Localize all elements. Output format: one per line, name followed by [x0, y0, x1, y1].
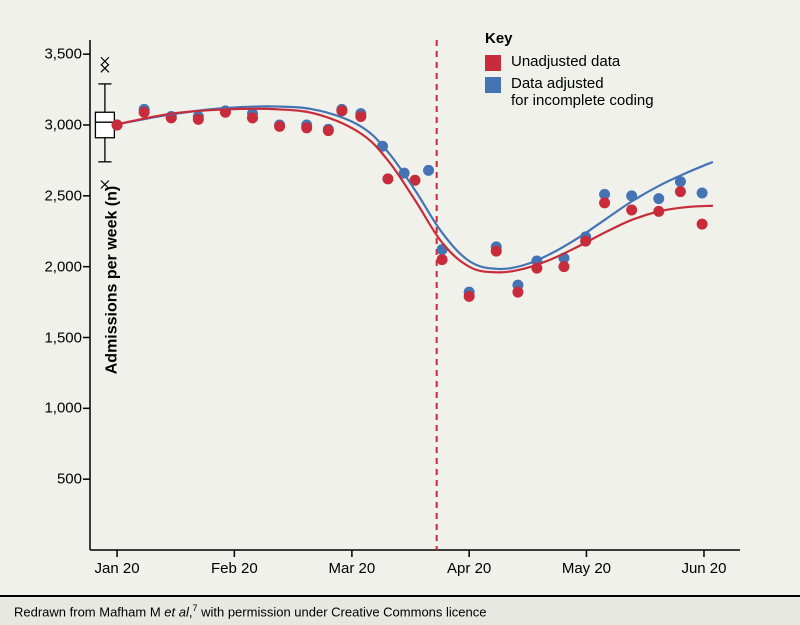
xtick-label: May 20	[562, 560, 611, 577]
legend-item: Data adjustedfor incomplete coding	[485, 75, 654, 109]
ytick-label: 1,500	[44, 329, 82, 346]
legend-swatch-unadjusted	[485, 55, 501, 71]
ytick-label: 1,000	[44, 400, 82, 417]
xtick-label: Mar 20	[329, 560, 376, 577]
legend-swatch-adjusted	[485, 77, 501, 93]
xtick-label: Jun 20	[681, 560, 726, 577]
legend-title: Key	[485, 30, 654, 47]
legend-label: Data adjustedfor incomplete coding	[511, 75, 654, 109]
ytick-label: 3,000	[44, 117, 82, 134]
ytick-label: 3,500	[44, 46, 82, 63]
xtick-label: Apr 20	[447, 560, 491, 577]
chart-svg	[90, 40, 740, 550]
ytick-label: 500	[57, 471, 82, 488]
plot-area: 5001,0001,5002,0002,5003,0003,500Jan 20F…	[90, 40, 740, 550]
legend-item: Unadjusted data	[485, 53, 654, 71]
legend-label: Unadjusted data	[511, 53, 620, 70]
caption-bar: Redrawn from Mafham M et al,7 with permi…	[0, 595, 800, 625]
xtick-label: Feb 20	[211, 560, 258, 577]
ytick-label: 2,500	[44, 187, 82, 204]
legend: Key Unadjusted data Data adjustedfor inc…	[485, 30, 654, 109]
ytick-label: 2,000	[44, 258, 82, 275]
xtick-label: Jan 20	[95, 560, 140, 577]
caption-etal: et al	[164, 604, 189, 619]
caption-prefix: Redrawn from Mafham M	[14, 604, 164, 619]
figure: Admissions per week (n) 5001,0001,5002,0…	[0, 0, 800, 625]
caption-suffix: with permission under Creative Commons l…	[197, 604, 486, 619]
